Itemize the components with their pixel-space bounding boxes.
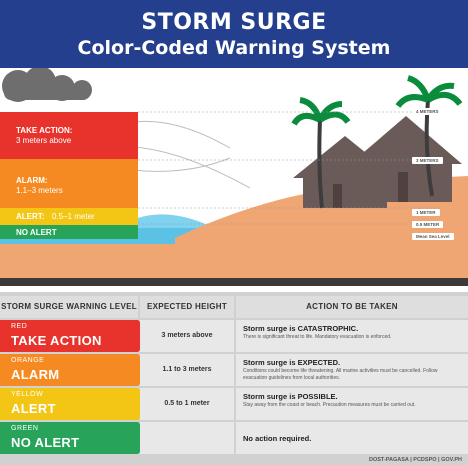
row-height: 0.5 to 1 meter bbox=[140, 388, 234, 420]
marker-4-meters: 4 METERS bbox=[412, 108, 443, 115]
table-row: GREEN NO ALERT No action required. bbox=[0, 422, 468, 454]
footer: DOST-PAGASA | PCDSPO | GOV.PH bbox=[0, 457, 468, 465]
row-color-name: GREEN bbox=[11, 425, 39, 432]
row-action-lead: Storm surge is POSSIBLE. bbox=[243, 392, 338, 401]
level-arrow-yellow: YELLOW ALERT bbox=[0, 388, 154, 420]
marker-3-meters: 3 METERS bbox=[412, 157, 443, 164]
row-level-name: ALARM bbox=[11, 367, 60, 382]
level-no-alert-name: NO ALERT bbox=[16, 228, 57, 237]
palm-tree-icon bbox=[291, 75, 463, 209]
level-take-action-sub: 3 meters above bbox=[16, 136, 72, 145]
row-action-lead: Storm surge is EXPECTED. bbox=[243, 358, 341, 367]
row-height bbox=[140, 422, 234, 454]
row-height: 1.1 to 3 meters bbox=[140, 354, 234, 386]
level-arrow-orange: ORANGE ALARM bbox=[0, 354, 154, 386]
row-action: Storm surge is EXPECTED. Conditions coul… bbox=[236, 354, 468, 386]
row-action: Storm surge is CATASTROPHIC. There is si… bbox=[236, 320, 468, 352]
row-level-name: ALERT bbox=[11, 401, 56, 416]
level-bar-take-action: TAKE ACTION: 3 meters above bbox=[0, 112, 138, 159]
level-alert-sub: 0.5–1 meter bbox=[52, 212, 95, 221]
header-expected-height: EXPECTED HEIGHT bbox=[140, 296, 234, 318]
house-icon bbox=[293, 116, 462, 208]
marker-1-meter: 1 METER bbox=[412, 209, 440, 216]
level-bar-no-alert: NO ALERT bbox=[0, 225, 138, 239]
scene-illustration bbox=[0, 68, 468, 290]
level-arrow-green: GREEN NO ALERT bbox=[0, 422, 154, 454]
storm-scene: TAKE ACTION: 3 meters above ALARM: 1.1–3… bbox=[0, 68, 468, 290]
row-action-desc: Conditions could become life threatening… bbox=[243, 368, 438, 381]
row-level-name: TAKE ACTION bbox=[11, 333, 102, 348]
row-action: Storm surge is POSSIBLE. Stay away from … bbox=[236, 388, 468, 420]
row-height: 3 meters above bbox=[140, 320, 234, 352]
marker-0-5-meter: 0.5 METER bbox=[412, 221, 444, 228]
level-alarm-sub: 1.1–3 meters bbox=[16, 186, 63, 195]
footer-credits: DOST-PAGASA | PCDSPO | GOV.PH bbox=[368, 457, 462, 463]
level-alarm-name: ALARM: bbox=[16, 176, 48, 185]
header-subtitle: Color-Coded Warning System bbox=[77, 37, 391, 59]
row-action-desc: Stay away from the coast or beach. Preca… bbox=[243, 402, 416, 408]
row-color-name: ORANGE bbox=[11, 357, 45, 364]
row-action: No action required. bbox=[236, 422, 468, 454]
table-row: ORANGE ALARM 1.1 to 3 meters Storm surge… bbox=[0, 354, 468, 386]
marker-mean-sea-level: Mean Sea Level bbox=[412, 233, 454, 240]
row-level-name: NO ALERT bbox=[11, 435, 80, 450]
level-bar-alarm: ALARM: 1.1–3 meters bbox=[0, 159, 138, 208]
header-title: STORM SURGE bbox=[141, 10, 327, 35]
row-action-desc: There is significant threat to life. Man… bbox=[243, 334, 392, 340]
cloud-icon bbox=[2, 68, 92, 102]
level-alert-name: ALERT: bbox=[16, 212, 45, 221]
row-action-lead: No action required. bbox=[243, 434, 312, 443]
header-action: ACTION TO BE TAKEN bbox=[236, 296, 468, 318]
header-banner: STORM SURGE Color-Coded Warning System bbox=[0, 0, 468, 68]
table-row: YELLOW ALERT 0.5 to 1 meter Storm surge … bbox=[0, 388, 468, 420]
level-arrow-red: RED TAKE ACTION bbox=[0, 320, 154, 352]
row-color-name: RED bbox=[11, 323, 28, 330]
warning-table: STORM SURGE WARNING LEVEL EXPECTED HEIGH… bbox=[0, 292, 468, 465]
row-action-lead: Storm surge is CATASTROPHIC. bbox=[243, 324, 359, 333]
header-warning-level: STORM SURGE WARNING LEVEL bbox=[0, 296, 138, 318]
table-row: RED TAKE ACTION 3 meters above Storm sur… bbox=[0, 320, 468, 352]
row-color-name: YELLOW bbox=[11, 391, 44, 398]
level-take-action-name: TAKE ACTION: bbox=[16, 126, 73, 135]
level-bar-alert: ALERT: 0.5–1 meter bbox=[0, 208, 138, 225]
